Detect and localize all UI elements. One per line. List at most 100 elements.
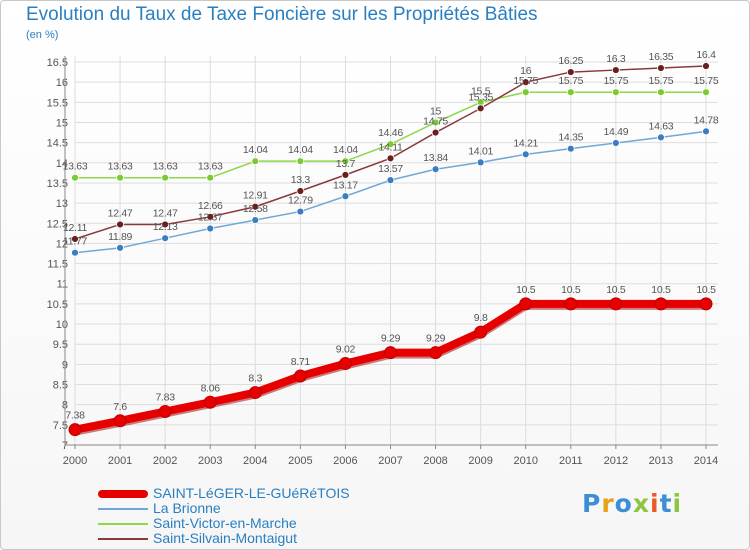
data-label: 10.5 [606, 284, 626, 296]
x-tick-label: 2006 [333, 455, 357, 467]
data-point [116, 220, 124, 229]
data-label: 13.84 [423, 152, 448, 164]
data-point [116, 243, 124, 252]
data-point [116, 173, 124, 182]
data-label: 12.91 [243, 190, 268, 202]
data-point [113, 414, 127, 428]
data-point [431, 118, 440, 127]
data-point [657, 64, 665, 72]
x-tick-label: 2001 [108, 455, 132, 467]
data-point [251, 202, 260, 211]
y-tick-label: 14.5 [47, 138, 68, 150]
data-point [431, 165, 440, 174]
data-label: 14.35 [558, 132, 583, 144]
data-point [521, 88, 530, 97]
data-point [519, 297, 533, 311]
data-point [338, 357, 352, 371]
data-point [657, 88, 665, 97]
data-label: 13.17 [333, 179, 358, 191]
data-point [566, 144, 575, 153]
data-point [296, 187, 305, 195]
data-label: 14.04 [333, 144, 358, 156]
legend-swatch [98, 523, 148, 525]
legend-label: Saint-Victor-en-Marche [153, 515, 297, 531]
data-point [654, 297, 668, 311]
data-label: 15.75 [603, 75, 628, 87]
data-point [71, 173, 79, 182]
data-label: 14.01 [468, 145, 493, 157]
data-point [248, 386, 262, 400]
y-tick-label: 8.5 [53, 380, 68, 392]
data-label: 15.35 [468, 91, 493, 103]
legend-swatch [98, 538, 148, 540]
data-point [566, 88, 575, 97]
x-tick-label: 2002 [153, 455, 177, 467]
x-tick-label: 2004 [243, 455, 267, 467]
y-tick-label: 12.5 [47, 218, 68, 230]
legend-label: SAINT-LéGER-LE-GUéRéTOIS [153, 485, 350, 501]
data-label: 12.66 [198, 200, 223, 212]
data-label: 14.21 [513, 137, 538, 149]
x-tick-label: 2000 [63, 455, 87, 467]
data-label: 14.04 [288, 144, 313, 156]
data-point [702, 88, 710, 97]
data-point [251, 157, 260, 166]
y-tick-label: 7.5 [53, 420, 68, 432]
y-tick-label: 15 [56, 117, 68, 129]
data-point [702, 62, 710, 70]
data-label: 8.3 [248, 373, 262, 385]
data-point [161, 234, 170, 243]
y-tick-label: 11 [57, 279, 68, 291]
data-point [71, 248, 79, 257]
y-tick-label: 16 [56, 77, 68, 89]
data-label: 13.63 [63, 161, 88, 173]
y-tick-label: 11.5 [47, 259, 68, 271]
data-label: 16.35 [649, 51, 674, 63]
data-label: 15 [430, 105, 442, 117]
y-tick-label: 13.5 [47, 178, 68, 190]
data-point [68, 423, 82, 437]
data-point [564, 297, 578, 311]
data-label: 9.02 [336, 344, 356, 356]
data-label: 13.7 [336, 158, 356, 170]
data-point [296, 207, 305, 216]
data-label: 13.63 [108, 161, 133, 173]
y-tick-label: 10.5 [47, 299, 68, 311]
data-label: 14.11 [379, 141, 403, 153]
data-point [386, 140, 395, 149]
x-tick-label: 2005 [288, 455, 312, 467]
data-label: 15.75 [649, 75, 674, 87]
x-tick-label: 2003 [198, 455, 222, 467]
data-point [476, 158, 485, 167]
data-label: 13.3 [291, 174, 311, 186]
data-point [431, 128, 440, 137]
data-label: 14.04 [243, 144, 268, 156]
data-point [611, 66, 620, 74]
data-point [251, 216, 260, 224]
data-point [521, 78, 530, 87]
chart-title: Evolution du Taux de Taxe Foncière sur l… [26, 4, 538, 25]
data-label: 12.58 [243, 203, 268, 215]
data-label: 11.77 [63, 236, 87, 248]
x-tick-label: 2012 [604, 455, 628, 467]
data-label: 8.71 [291, 356, 311, 368]
data-label: 16.3 [606, 53, 626, 65]
data-point [476, 104, 485, 113]
x-tick-label: 2008 [423, 455, 447, 467]
data-label: 15.75 [558, 75, 583, 87]
data-label: 15.75 [513, 75, 538, 87]
data-label: 9.8 [474, 312, 488, 324]
data-point [341, 192, 350, 201]
data-label: 12.13 [153, 221, 178, 233]
data-point [206, 212, 215, 221]
x-tick-label: 2009 [468, 455, 492, 467]
data-label: 12.47 [108, 207, 133, 219]
data-label: 14.78 [694, 114, 719, 126]
data-label: 14.63 [649, 120, 674, 132]
data-label: 14.46 [378, 127, 403, 139]
data-point [341, 170, 350, 179]
data-point [206, 224, 215, 233]
data-label: 12.47 [153, 207, 178, 219]
data-point [161, 220, 170, 229]
